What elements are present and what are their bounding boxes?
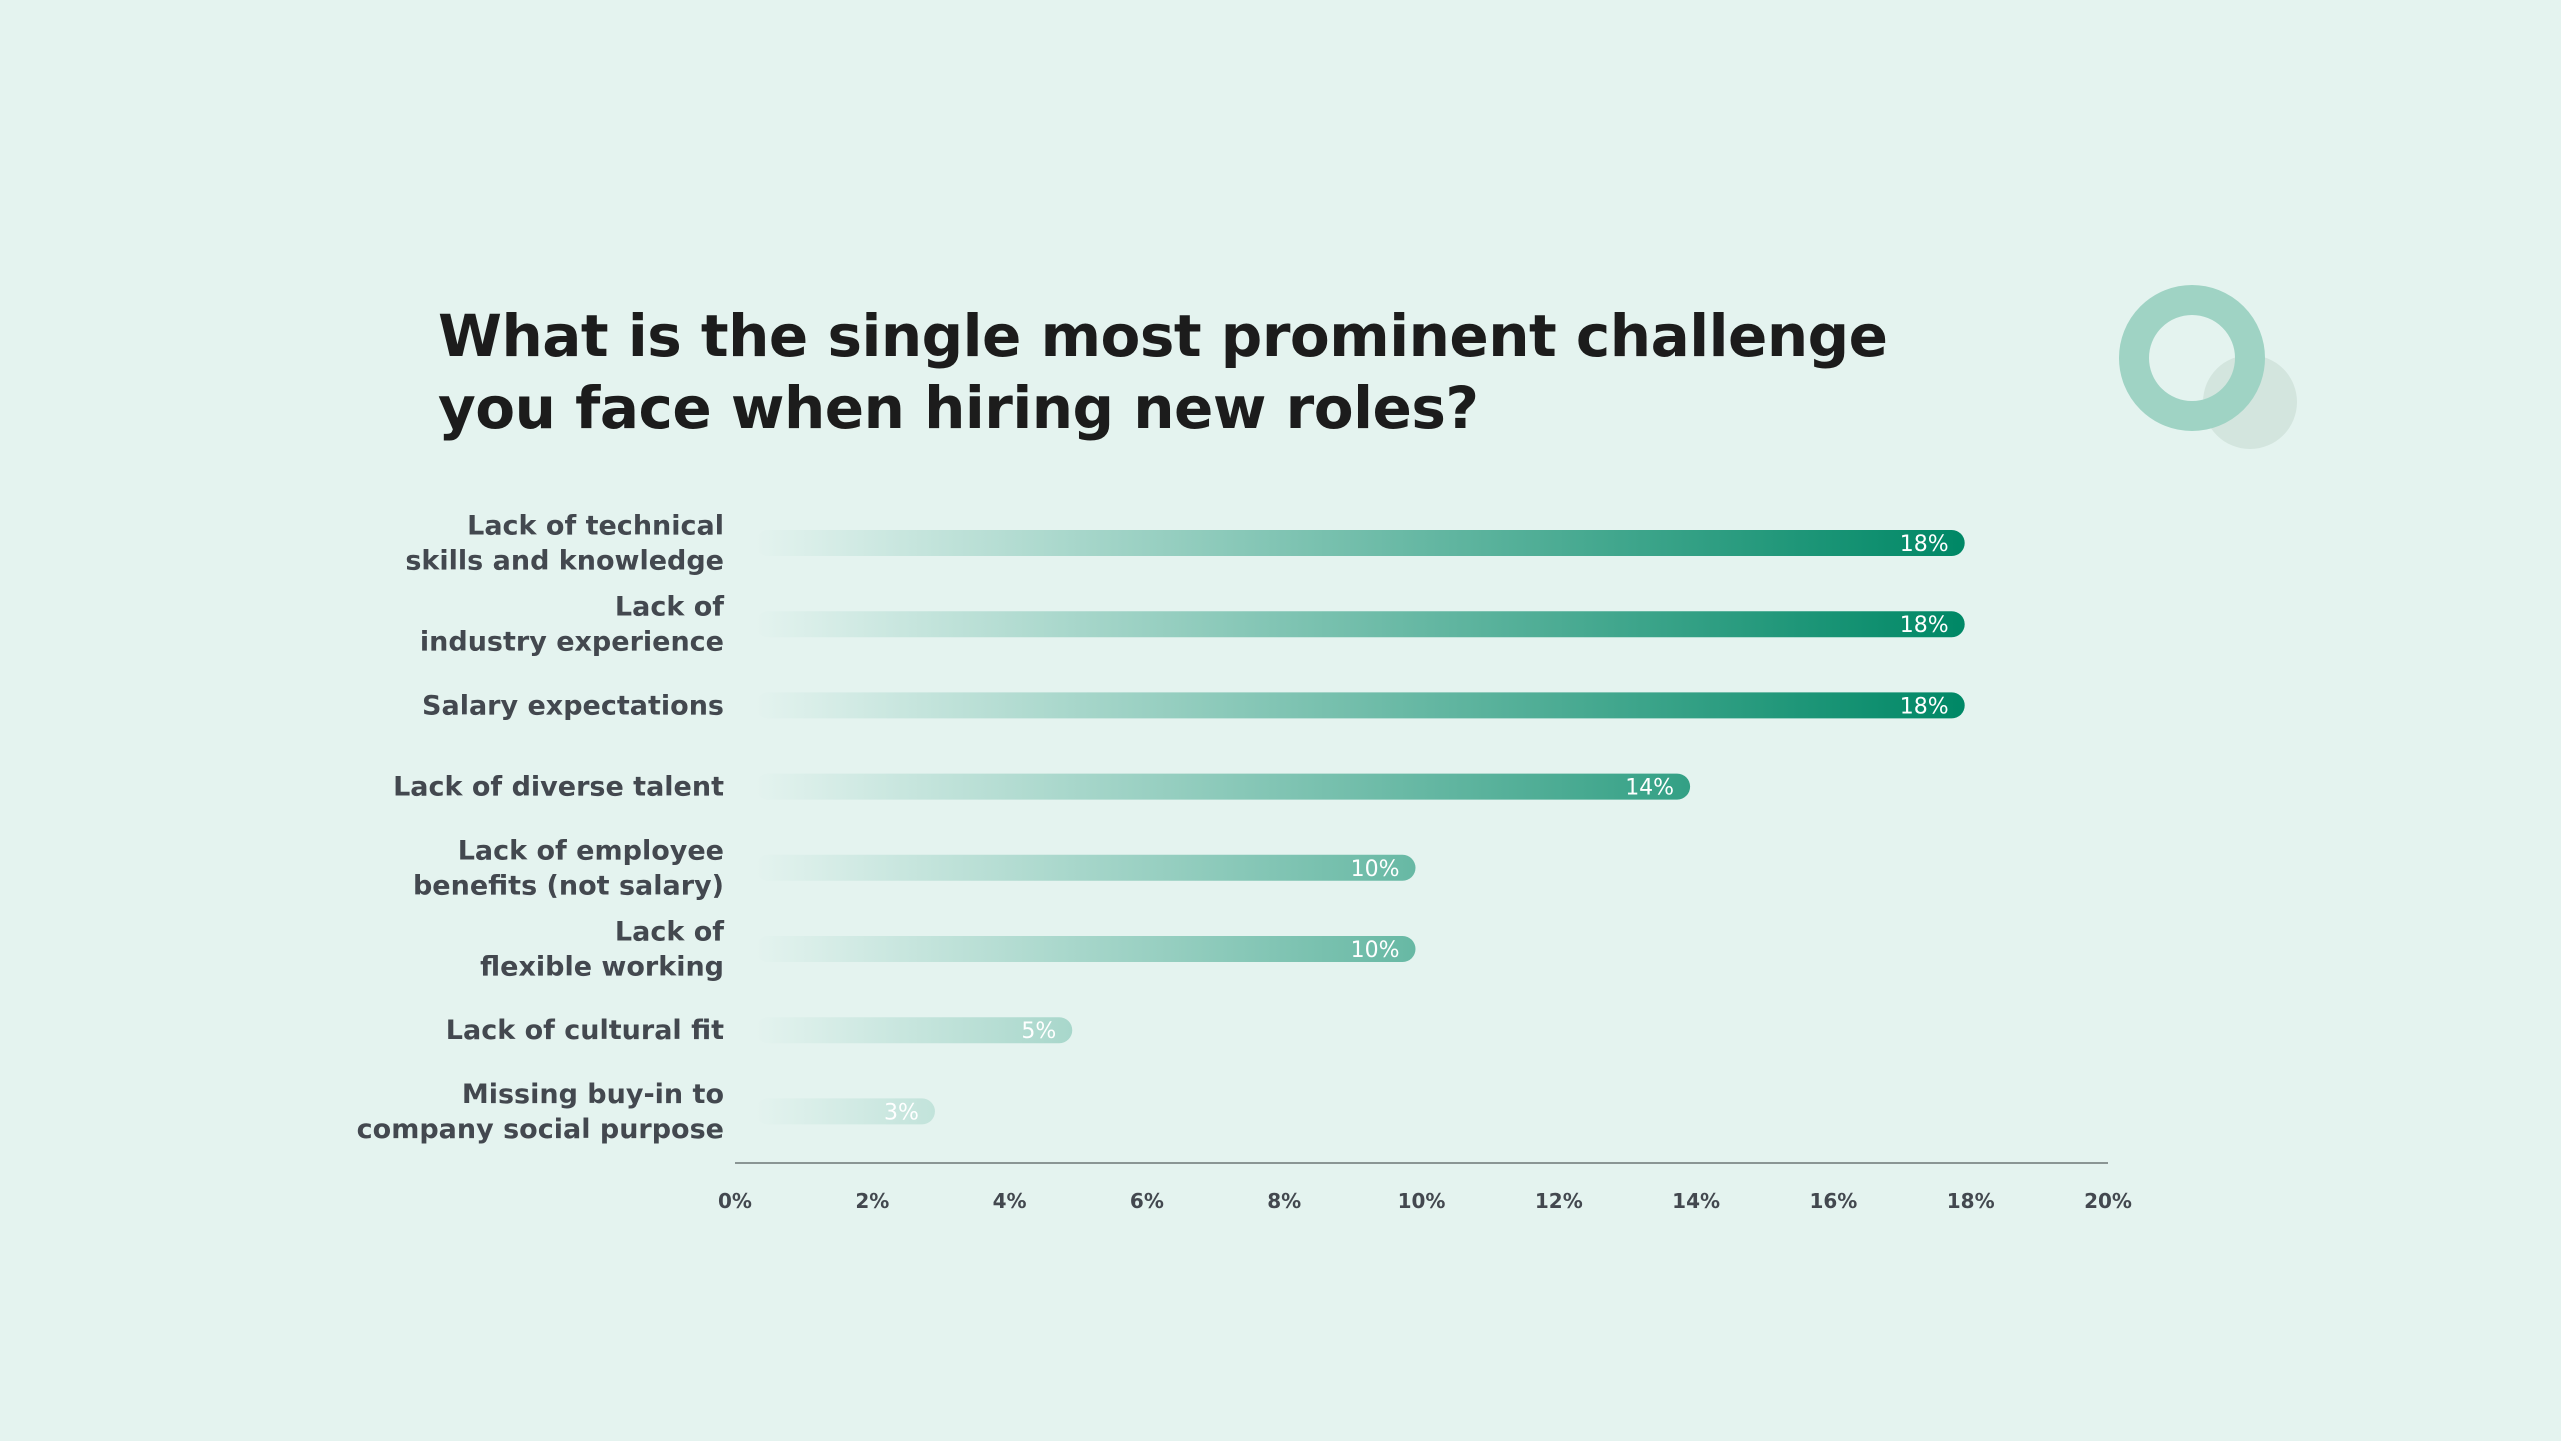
x-tick-label: 20% bbox=[2084, 1189, 2132, 1213]
category-label-line: company social purpose bbox=[357, 1114, 724, 1145]
chart-title: What is the single most prominent challe… bbox=[438, 300, 1888, 444]
x-tick-label: 6% bbox=[1130, 1189, 1164, 1213]
chart-title-line-2: you face when hiring new roles? bbox=[438, 374, 1479, 442]
ring-and-circle-decoration bbox=[2119, 285, 2297, 449]
bar bbox=[755, 773, 1691, 800]
category-label: Lack of cultural fit bbox=[446, 1015, 724, 1046]
x-tick-label: 10% bbox=[1398, 1189, 1446, 1213]
bar bbox=[755, 530, 1965, 556]
category-label-line: skills and knowledge bbox=[405, 546, 724, 577]
bar-value-label: 5% bbox=[1021, 1019, 1056, 1044]
category-label-line: Salary expectations bbox=[422, 690, 724, 721]
bar-value-label: 10% bbox=[1351, 938, 1400, 963]
category-label-line: benefits (not salary) bbox=[413, 870, 724, 901]
deco-ring-shape bbox=[2119, 285, 2265, 431]
category-label-line: Lack of bbox=[615, 592, 724, 623]
bar-value-label: 18% bbox=[1900, 694, 1949, 719]
x-tick-label: 0% bbox=[718, 1189, 752, 1213]
category-labels: Lack of technical skills and knowledgeLac… bbox=[357, 511, 725, 1145]
category-label-line: industry experience bbox=[420, 627, 724, 658]
category-label: Lack of technical skills and knowledge bbox=[405, 511, 724, 577]
x-tick-label: 14% bbox=[1672, 1189, 1720, 1213]
bar-value-label: 14% bbox=[1625, 776, 1674, 801]
bar-value-label: 3% bbox=[884, 1100, 919, 1125]
category-label: Salary expectations bbox=[422, 690, 724, 721]
bar-value-label: 10% bbox=[1351, 857, 1400, 882]
category-label: Lack of flexible working bbox=[480, 917, 724, 983]
chart-title-line-1: What is the single most prominent challe… bbox=[438, 302, 1888, 370]
bars-group: 18% 18% 18% 14% 10% 10% 5% 3% bbox=[755, 530, 1965, 1125]
category-label-line: Missing buy-in to bbox=[462, 1079, 724, 1110]
category-label-line: Lack of employee bbox=[458, 835, 724, 866]
bar bbox=[755, 692, 1965, 719]
x-tick-label: 4% bbox=[993, 1189, 1027, 1213]
bar-value-label: 18% bbox=[1900, 613, 1949, 638]
x-axis-ticks: 0% 2% 4% 6% 8% 10% 12% 14% 16% 18% 20% bbox=[718, 1189, 2132, 1213]
category-label: Lack of diverse talent bbox=[393, 772, 724, 803]
category-label: Lack of employee benefits (not salary) bbox=[413, 835, 724, 901]
category-label-line: Lack of technical bbox=[467, 511, 724, 542]
category-label-line: Lack of diverse talent bbox=[393, 772, 724, 803]
category-label-line: flexible working bbox=[480, 952, 724, 983]
x-tick-label: 16% bbox=[1809, 1189, 1857, 1213]
bar bbox=[755, 1017, 1073, 1044]
bar bbox=[755, 854, 1416, 881]
category-label: Missing buy-in to company social purpose bbox=[357, 1079, 724, 1145]
x-tick-label: 2% bbox=[855, 1189, 889, 1213]
bar bbox=[755, 611, 1965, 638]
x-tick-label: 12% bbox=[1535, 1189, 1583, 1213]
category-label-line: Lack of bbox=[615, 917, 724, 948]
x-tick-label: 18% bbox=[1947, 1189, 1995, 1213]
bar-value-label: 18% bbox=[1900, 532, 1949, 557]
category-label: Lack of industry experience bbox=[420, 592, 724, 658]
category-label-line: Lack of cultural fit bbox=[446, 1015, 724, 1046]
x-tick-label: 8% bbox=[1267, 1189, 1301, 1213]
bar bbox=[755, 936, 1416, 962]
bar bbox=[755, 1098, 935, 1125]
